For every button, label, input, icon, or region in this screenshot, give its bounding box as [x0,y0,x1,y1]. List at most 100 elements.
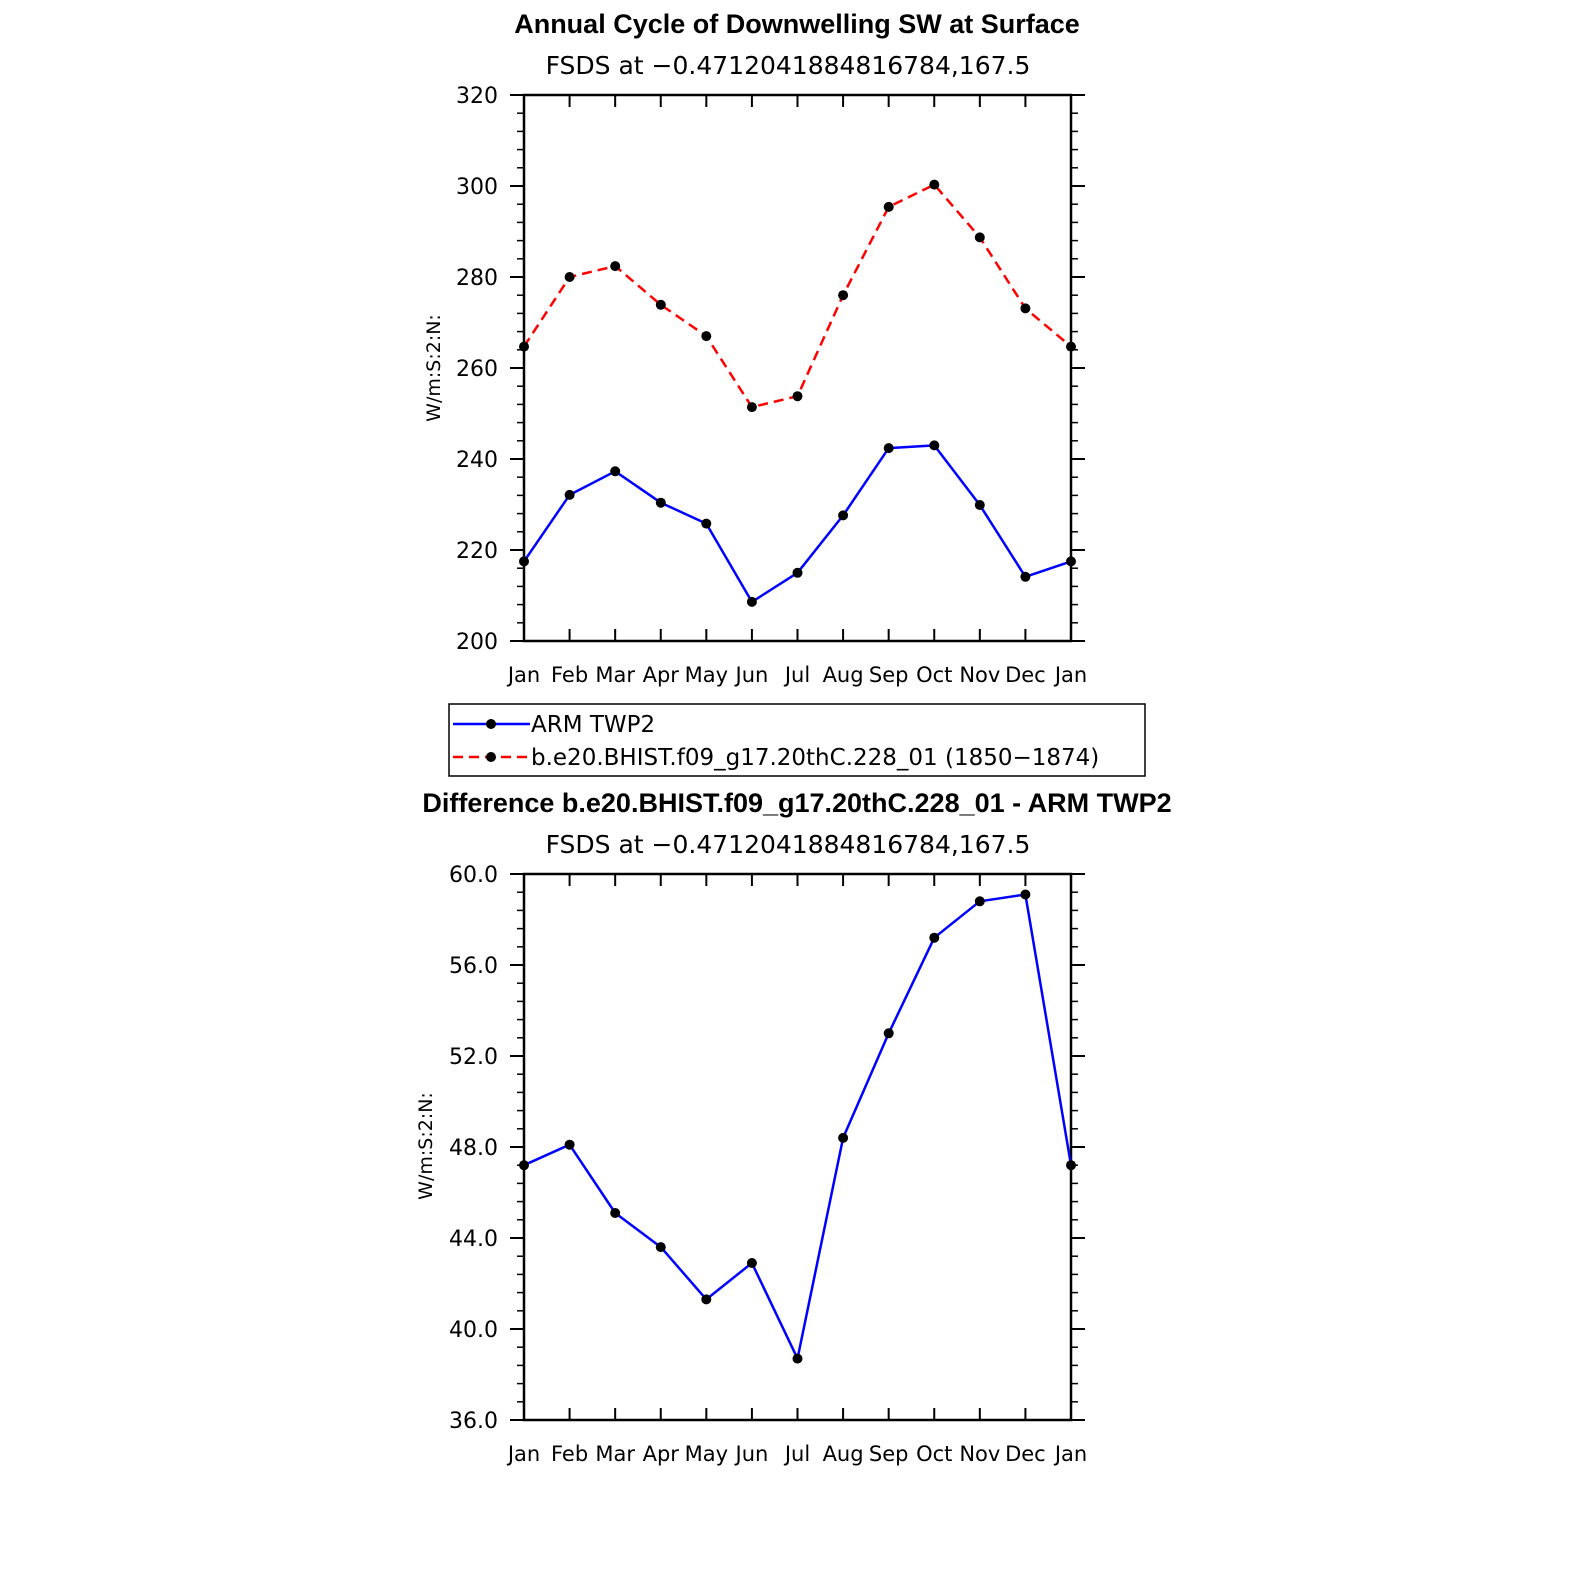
series-0-point [838,1132,849,1143]
series-0-point [519,556,529,567]
series-0-point [564,1139,575,1150]
series-0-point [746,596,757,607]
series-0-point [792,1353,803,1364]
series-0-point [655,1242,666,1253]
x-tick-label: Jan [506,1442,540,1466]
x-tick-label: Sep [869,663,909,687]
series-1-point [1020,303,1031,314]
y-tick-label: 36.0 [449,1409,498,1434]
series-0-point [519,1160,529,1171]
x-tick-label: Jun [734,663,769,687]
series-1-point [519,341,529,352]
y-tick-label: 44.0 [449,1227,498,1252]
series-0-point [1020,571,1031,582]
series-0-point [610,1208,621,1218]
x-tick-label: Aug [823,663,864,687]
x-tick-label: Mar [595,1442,635,1466]
axes-frame: Jan Feb Mar Apr May Jun Jul Aug Sep Oct Nov Dec Jan 2… [456,84,1087,687]
series-0-point [1066,1160,1076,1171]
series-line-1 [522,183,1072,409]
legend: ARM TWP2 b.e20.BHIST.f09_g17.20thC.228_0… [448,703,1146,777]
legend-label-model: b.e20.BHIST.f09_g17.20thC.228_01 (1850−1… [531,745,1099,771]
series-0-point [746,1258,757,1268]
y-tick-label: 40.0 [449,1318,498,1343]
y-tick-label: 280 [456,266,498,291]
x-tick-label: Jan [506,663,540,687]
y-tick-label: 320 [456,84,498,109]
series-0-point [883,443,894,454]
x-tick-label: Nov [959,663,1000,687]
series-1-point [838,290,849,301]
series-1-point [1066,341,1076,352]
legend-marker-arm [486,719,496,729]
series-0-point [929,932,940,943]
legend-box [448,703,1146,777]
x-tick-label: Feb [551,663,588,687]
series-layer [519,889,1076,1364]
x-tick-label: Jun [734,1442,769,1466]
y-tick-label: 48.0 [449,1136,498,1161]
series-0-point [1066,556,1076,567]
y-tick-label: 52.0 [449,1045,498,1070]
y-tick-label: 220 [456,539,498,564]
x-tick-label: Oct [916,1442,952,1466]
series-1-point [929,179,940,190]
x-tick-label: May [685,1442,728,1466]
series-line-0 [523,893,1073,1360]
series-0-point [838,510,849,521]
plot-frame [522,872,1073,1422]
series-1-point [974,232,985,243]
y-axis-label: W/m:S:2:N: [415,1092,437,1200]
series-1-point [792,391,803,402]
plot-frame [522,93,1073,643]
y-axis-label: W/m:S:2:N: [423,314,445,422]
series-1-point [564,272,575,282]
chart-title: Difference b.e20.BHIST.f09_g17.20thC.228… [422,788,1171,818]
series-0-point [701,1294,712,1305]
x-tick-label: Apr [643,663,680,687]
x-tick-label: Mar [595,663,635,687]
series-line-0 [522,444,1072,604]
x-tick-label: Jan [1053,1442,1087,1466]
y-tick-label: 200 [456,630,498,655]
y-tick-label: 56.0 [449,954,498,979]
y-tick-label: 60.0 [449,863,498,888]
series-0-point [655,497,666,508]
x-tick-label: May [685,663,728,687]
series-1-point [610,261,621,272]
series-0-point [974,500,985,510]
x-tick-label: Apr [643,1442,680,1466]
x-tick-label: Jan [1053,663,1087,687]
series-0-point [883,1028,894,1039]
y-tick-label: 300 [456,175,498,200]
series-0-point [564,489,575,500]
chart-subtitle: FSDS at −0.4712041884816784,167.5 [546,51,1031,80]
chart-title: Annual Cycle of Downwelling SW at Surfac… [514,9,1080,39]
legend-marker-model [486,752,496,762]
series-1-point [701,331,712,342]
x-tick-label: Jul [783,663,810,687]
y-tick-label: 260 [456,357,498,382]
series-0-point [701,518,712,529]
series-1-point [746,402,757,413]
x-tick-label: Aug [823,1442,864,1466]
x-tick-label: Oct [916,663,952,687]
series-1-point [655,299,666,310]
difference-chart: Difference b.e20.BHIST.f09_g17.20thC.228… [415,788,1172,1466]
legend-label-arm: ARM TWP2 [531,712,655,738]
chart-subtitle: FSDS at −0.4712041884816784,167.5 [546,830,1031,859]
series-0-point [929,440,940,451]
x-tick-label: Jul [783,1442,810,1466]
series-0-point [610,466,621,477]
series-layer [519,179,1076,607]
series-0-point [792,567,803,578]
annual-cycle-chart: Annual Cycle of Downwelling SW at Surfac… [423,9,1087,687]
series-0-point [974,896,985,907]
y-tick-label: 240 [456,448,498,473]
x-tick-label: Dec [1005,1442,1046,1466]
series-0-point [1020,889,1031,900]
axes-frame: Jan Feb Mar Apr May Jun Jul Aug Sep Oct Nov Dec Jan 3… [449,863,1087,1466]
series-1-point [883,201,894,212]
x-tick-label: Sep [869,1442,909,1466]
